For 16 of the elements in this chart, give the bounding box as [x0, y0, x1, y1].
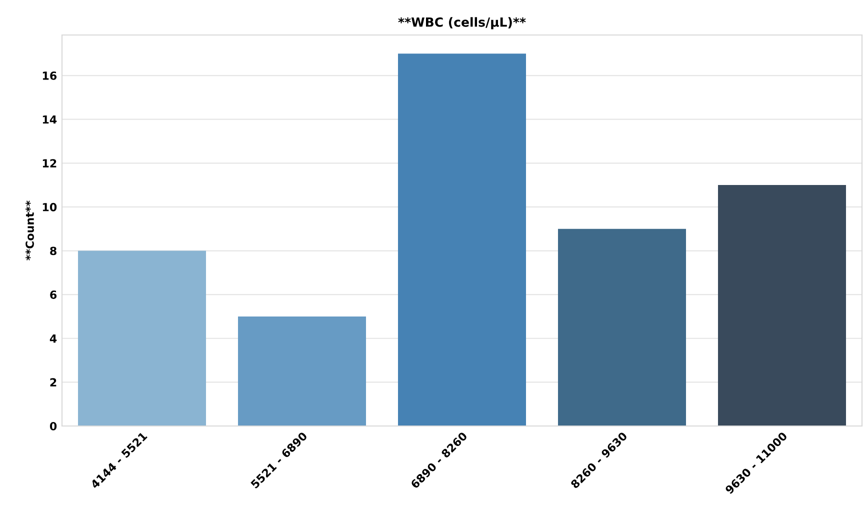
bar — [238, 316, 366, 426]
y-axis-title: **Count** — [26, 200, 34, 260]
y-tick-label: 14 — [42, 115, 57, 124]
bar — [78, 250, 206, 426]
y-tick-label: 2 — [50, 378, 56, 386]
bar — [558, 228, 686, 426]
y-tick-label: 6 — [50, 290, 57, 299]
bar — [718, 185, 846, 426]
y-tick-label: 8 — [50, 246, 56, 256]
y-tick-label: 10 — [42, 202, 57, 212]
y-tick-label: 0 — [50, 422, 57, 430]
chart-title: **WBC (cells/µL)** — [398, 17, 526, 30]
y-tick-label: 16 — [42, 72, 57, 80]
y-tick-label: 12 — [42, 159, 56, 168]
y-tick-label: 4 — [50, 334, 57, 343]
bar — [398, 54, 526, 426]
